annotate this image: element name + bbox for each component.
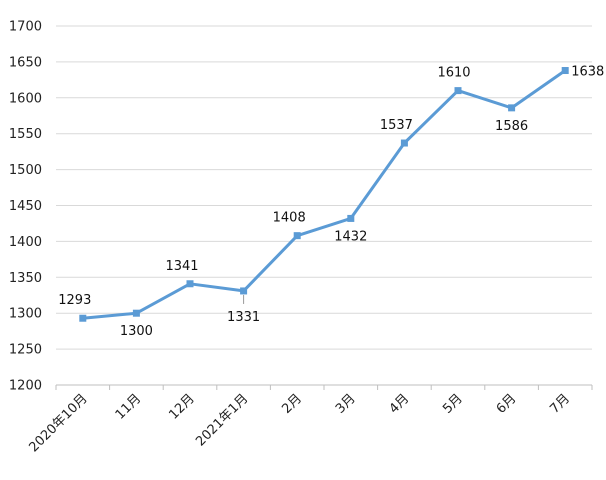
x-tick-label: 6月 bbox=[494, 391, 520, 417]
x-tick-label: 2月 bbox=[279, 391, 305, 417]
series-line bbox=[82, 69, 567, 320]
y-tick-label: 1550 bbox=[9, 127, 42, 142]
y-tick-label: 1250 bbox=[9, 343, 42, 358]
data-point bbox=[132, 309, 140, 317]
y-tick-label: 1700 bbox=[9, 20, 42, 35]
data-label: 1408 bbox=[273, 211, 306, 226]
data-point bbox=[79, 314, 87, 322]
data-label: 1610 bbox=[437, 66, 470, 81]
data-point bbox=[240, 287, 248, 295]
data-label: 1586 bbox=[495, 119, 528, 134]
x-tick-label: 2021年1月 bbox=[193, 391, 251, 449]
data-point bbox=[293, 232, 301, 240]
y-tick-label: 1450 bbox=[9, 199, 42, 214]
data-point bbox=[186, 280, 194, 288]
data-label: 1432 bbox=[334, 229, 367, 244]
x-tick-label: 11月 bbox=[113, 391, 144, 422]
data-point bbox=[400, 139, 408, 147]
data-point bbox=[347, 214, 355, 222]
y-tick-label: 1600 bbox=[9, 91, 42, 106]
data-label: 1341 bbox=[165, 259, 198, 274]
data-point bbox=[508, 104, 516, 112]
data-label: 1331 bbox=[227, 310, 260, 325]
x-tick-label: 7月 bbox=[547, 391, 573, 417]
x-tick-label: 4月 bbox=[387, 391, 413, 417]
data-label: 1537 bbox=[380, 118, 413, 133]
y-tick-label: 1400 bbox=[9, 235, 42, 250]
data-point bbox=[454, 87, 462, 95]
y-tick-label: 1350 bbox=[9, 271, 42, 286]
x-tick-label: 5月 bbox=[440, 391, 466, 417]
x-tick-label: 3月 bbox=[333, 391, 359, 417]
y-tick-label: 1650 bbox=[9, 55, 42, 70]
data-point bbox=[561, 67, 569, 75]
y-tick-label: 1200 bbox=[9, 379, 42, 394]
data-label: 1638 bbox=[571, 65, 604, 80]
y-tick-label: 1300 bbox=[9, 307, 42, 322]
data-label: 1293 bbox=[58, 293, 91, 308]
x-tick-label: 2020年10月 bbox=[27, 391, 91, 455]
data-label: 1300 bbox=[120, 324, 153, 339]
x-tick-label: 12月 bbox=[166, 391, 197, 422]
y-tick-label: 1500 bbox=[9, 163, 42, 178]
